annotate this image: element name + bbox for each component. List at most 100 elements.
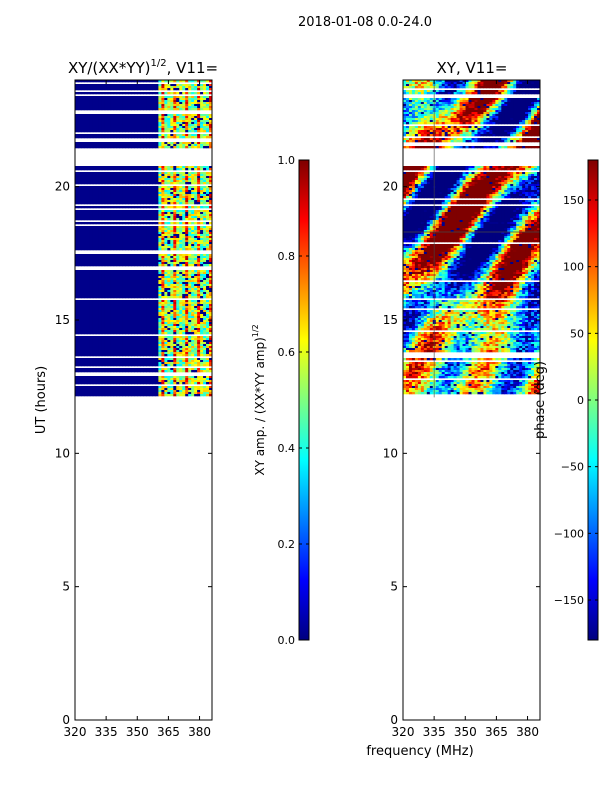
heat-cell — [179, 248, 183, 251]
heat-cell — [75, 354, 79, 357]
heat-cell — [143, 178, 147, 181]
heat-cell — [182, 124, 186, 127]
heat-cell — [167, 258, 171, 261]
heat-cell — [128, 302, 132, 305]
heat-cell — [92, 134, 97, 137]
heat-cell — [170, 122, 174, 125]
heat-cell — [197, 192, 201, 195]
heat-cell — [101, 166, 106, 169]
heat-cell — [188, 122, 192, 125]
heat-cell — [194, 258, 198, 261]
heat-cell — [167, 344, 171, 347]
heat-cell — [98, 274, 103, 277]
heat-cell — [146, 260, 150, 263]
heat-cell — [137, 218, 141, 221]
heat-cell — [194, 228, 198, 231]
heat-cell — [206, 308, 210, 311]
heat-cell — [89, 194, 94, 197]
heat-cell — [98, 338, 103, 341]
heat-cell — [101, 128, 106, 131]
heat-cell — [149, 348, 153, 351]
heat-cell — [134, 290, 138, 293]
heat-cell — [131, 98, 135, 101]
heat-cell — [140, 126, 144, 129]
heat-cell — [197, 324, 201, 327]
heat-cell — [191, 336, 195, 339]
heat-cell — [140, 136, 144, 139]
heat-cell — [194, 324, 198, 327]
heat-cell — [134, 346, 138, 349]
heat-cell — [128, 144, 132, 147]
heat-cell — [188, 340, 192, 343]
heat-cell — [110, 226, 115, 229]
heat-cell — [194, 328, 198, 331]
heat-cell — [167, 336, 171, 339]
heat-cell — [140, 270, 144, 273]
heat-cell — [152, 338, 156, 341]
heat-cell — [185, 182, 189, 185]
heat-cell — [116, 216, 121, 219]
heat-cell — [107, 238, 112, 241]
heat-cell — [113, 188, 118, 191]
heat-cell — [209, 328, 213, 331]
heat-cell — [80, 232, 85, 235]
heat-cell — [182, 200, 186, 203]
heat-cell — [80, 88, 85, 91]
heat-cell — [125, 134, 130, 137]
heat-cell — [194, 200, 198, 203]
heat-cell — [86, 286, 91, 289]
heat-cell — [119, 108, 124, 111]
heat-cell — [113, 254, 118, 257]
heat-cell — [113, 128, 118, 131]
heat-cell — [146, 98, 150, 101]
heat-cell — [188, 126, 192, 129]
heat-cell — [161, 108, 165, 111]
heat-cell — [125, 308, 130, 311]
heat-cell — [188, 228, 192, 231]
heat-cell — [83, 272, 88, 275]
heat-cell — [179, 198, 183, 201]
heat-cell — [104, 96, 109, 99]
heat-cell — [104, 340, 109, 343]
heat-cell — [122, 336, 127, 339]
heat-cell — [83, 288, 88, 291]
heat-cell — [140, 168, 144, 171]
heat-cell — [134, 246, 138, 249]
heat-cell — [77, 228, 82, 231]
heat-cell — [200, 106, 204, 109]
heat-cell — [128, 168, 132, 171]
heat-cell — [104, 114, 109, 117]
heat-cell — [194, 96, 198, 99]
heat-cell — [140, 192, 144, 195]
heat-cell — [134, 300, 138, 303]
heat-cell — [116, 118, 121, 121]
heat-cell — [185, 330, 189, 333]
heat-cell — [194, 196, 198, 199]
heat-cell — [185, 300, 189, 303]
heat-cell — [176, 84, 180, 87]
heat-cell — [131, 212, 135, 215]
heat-cell — [179, 166, 183, 169]
heat-cell — [75, 222, 79, 225]
heat-cell — [191, 180, 195, 183]
heat-cell — [155, 192, 159, 195]
heat-cell — [206, 98, 210, 101]
heat-cell — [131, 182, 135, 185]
heat-cell — [80, 352, 85, 355]
heat-cell — [119, 172, 124, 175]
heat-cell — [206, 318, 210, 321]
heat-cell — [140, 124, 144, 127]
heat-cell — [197, 186, 201, 189]
heat-cell — [77, 348, 82, 351]
heat-cell — [83, 280, 88, 283]
heat-cell — [86, 312, 91, 315]
heat-cell — [185, 312, 189, 315]
heat-cell — [83, 212, 88, 215]
heat-cell — [191, 344, 195, 347]
heat-cell — [92, 282, 97, 285]
heat-cell — [188, 258, 192, 261]
heat-cell — [83, 178, 88, 181]
heat-cell — [92, 108, 97, 111]
heat-cell — [89, 98, 94, 101]
heat-cell — [95, 312, 100, 315]
